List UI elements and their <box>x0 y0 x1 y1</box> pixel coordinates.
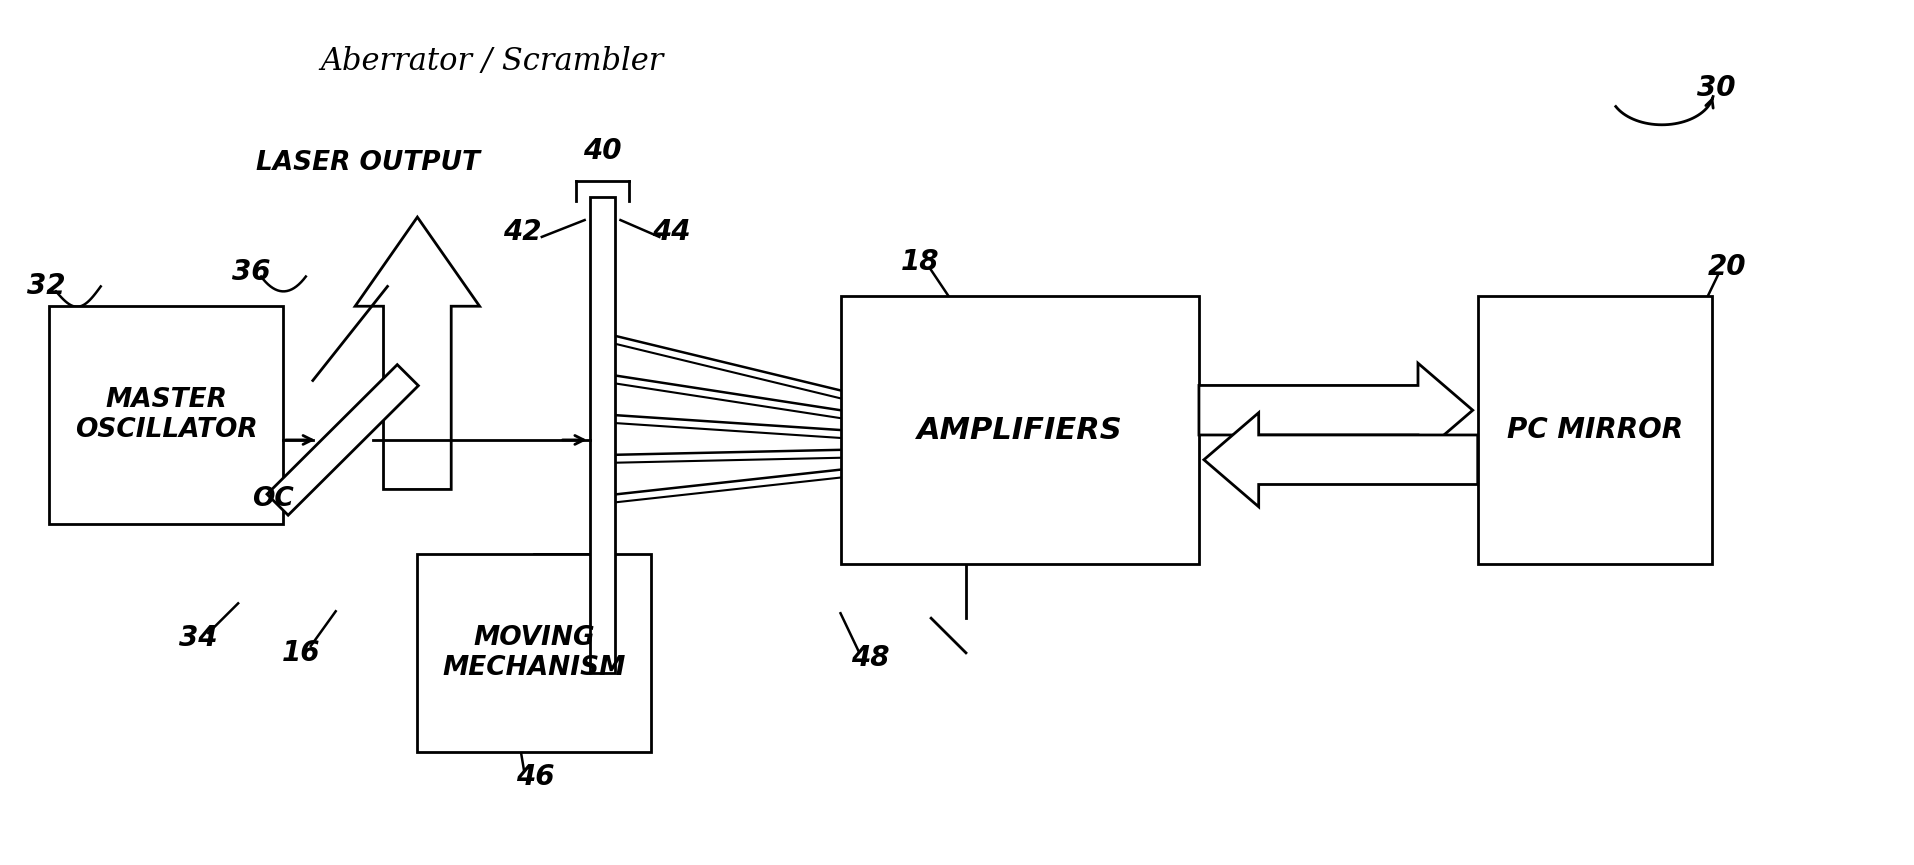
Text: 46: 46 <box>515 763 553 791</box>
Text: 32: 32 <box>27 272 65 300</box>
Text: MASTER
OSCILLATOR: MASTER OSCILLATOR <box>75 388 256 443</box>
Text: AMPLIFIERS: AMPLIFIERS <box>917 415 1122 445</box>
Text: 30: 30 <box>1696 74 1734 102</box>
FancyArrow shape <box>1198 363 1472 458</box>
FancyArrow shape <box>354 217 478 490</box>
Text: 40: 40 <box>584 137 622 164</box>
Text: 42: 42 <box>501 218 542 246</box>
Text: 48: 48 <box>850 644 890 672</box>
FancyArrow shape <box>1204 413 1478 507</box>
Bar <box>590 197 614 673</box>
Text: 18: 18 <box>900 247 940 276</box>
Text: 44: 44 <box>651 218 691 246</box>
Bar <box>840 297 1198 564</box>
Text: 16: 16 <box>281 639 320 667</box>
Text: 36: 36 <box>232 258 270 285</box>
Polygon shape <box>266 365 417 516</box>
Text: 34: 34 <box>180 624 218 652</box>
Text: Aberrator / Scrambler: Aberrator / Scrambler <box>320 46 664 77</box>
Text: OC: OC <box>253 486 293 512</box>
Text: MOVING
MECHANISM: MOVING MECHANISM <box>442 625 626 681</box>
Text: LASER OUTPUT: LASER OUTPUT <box>255 150 478 176</box>
Text: PC MIRROR: PC MIRROR <box>1506 416 1682 444</box>
Bar <box>1478 297 1711 564</box>
Text: 20: 20 <box>1707 253 1746 280</box>
Bar <box>417 554 651 752</box>
Bar <box>50 306 283 524</box>
